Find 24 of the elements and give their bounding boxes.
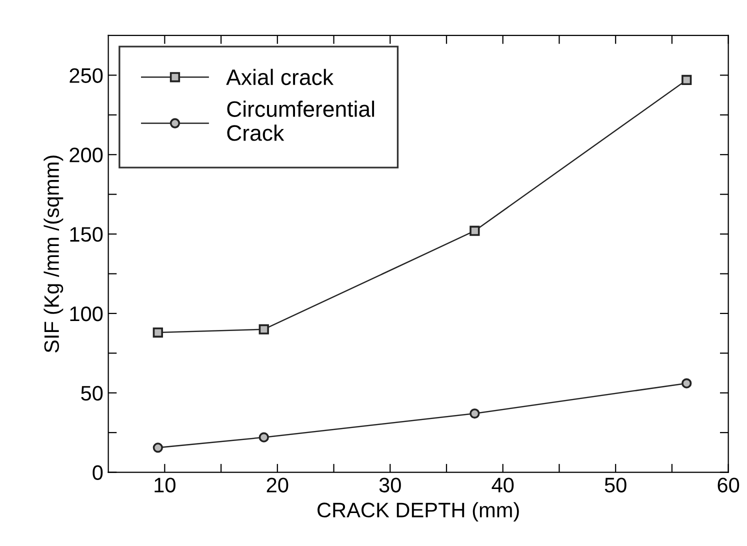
point: [682, 378, 692, 388]
point: [470, 226, 480, 236]
y-axis-title: SIF (Kg /mm /(sqmm): [44, 156, 64, 352]
y-tick-label: 50: [81, 386, 103, 401]
point: [258, 324, 269, 334]
point: [152, 327, 163, 338]
point: [682, 74, 692, 86]
point: [152, 442, 163, 453]
x-tick-label: 60: [718, 478, 740, 492]
x-tick-label: 40: [492, 478, 514, 492]
point: [470, 408, 480, 419]
y-tick-label: 250: [70, 68, 103, 83]
y-tick-label: 0: [92, 465, 103, 480]
x-tick-label: 30: [379, 478, 401, 492]
x-axis-title: CRACK DEPTH (mm): [318, 502, 519, 522]
legend-label: Axial crack: [226, 68, 334, 86]
point: [258, 432, 269, 442]
x-tick-label: 10: [154, 478, 176, 492]
x-tick-label: 20: [266, 478, 288, 492]
x-tick-label: 50: [604, 478, 626, 492]
y-tick-label: 150: [70, 227, 103, 242]
y-tick-label: 100: [70, 306, 103, 322]
y-tick-label: 200: [70, 148, 103, 162]
legend-label: Circumferential Crack: [227, 100, 374, 141]
